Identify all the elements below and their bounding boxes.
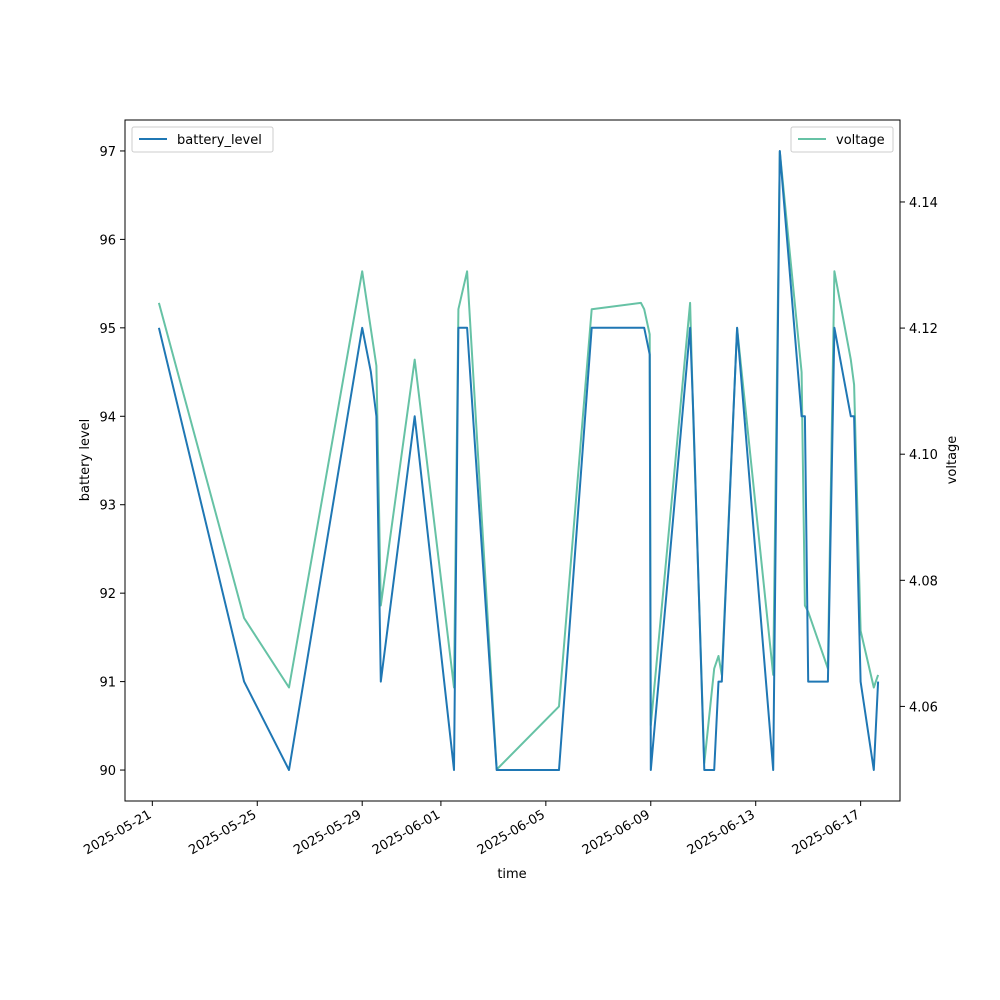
x-axis-label: time [497, 867, 526, 882]
y-tick-label-left: 91 [99, 676, 116, 691]
series-line-battery-level [157, 150, 880, 771]
y-tick-label-left: 93 [99, 499, 116, 514]
legend-label-voltage: voltage [836, 133, 885, 148]
y-axis-label-left: battery level [78, 419, 93, 502]
legend-box-left [131, 126, 274, 153]
y-tick-label-left: 95 [99, 322, 116, 337]
series-layer [157, 150, 880, 771]
y-tick-label-left: 94 [99, 410, 116, 425]
y-axis-label-right: voltage [945, 436, 960, 485]
legend-box-right [790, 126, 894, 153]
y-tick-label-left: 92 [99, 587, 116, 602]
legend-battery-level: battery_level [131, 126, 274, 153]
y-tick-label-left: 96 [99, 233, 116, 248]
y-tick-label-right: 4.12 [909, 322, 938, 337]
legend-voltage: voltage [790, 126, 894, 153]
y-tick-label-right: 4.08 [909, 574, 938, 589]
legend-label-battery-level: battery_level [177, 133, 262, 148]
y-tick-label-left: 90 [99, 764, 116, 779]
y-tick-label-right: 4.14 [909, 196, 938, 211]
y-axis-right: 4.06 4.08 4.10 4.12 4.14 [900, 196, 938, 715]
y-tick-label-left: 97 [99, 145, 116, 160]
y-tick-label-right: 4.10 [909, 448, 938, 463]
y-tick-label-right: 4.06 [909, 700, 938, 715]
plot-frame [124, 119, 901, 802]
y-axis-left: 90 91 92 93 94 95 96 97 [99, 145, 125, 779]
